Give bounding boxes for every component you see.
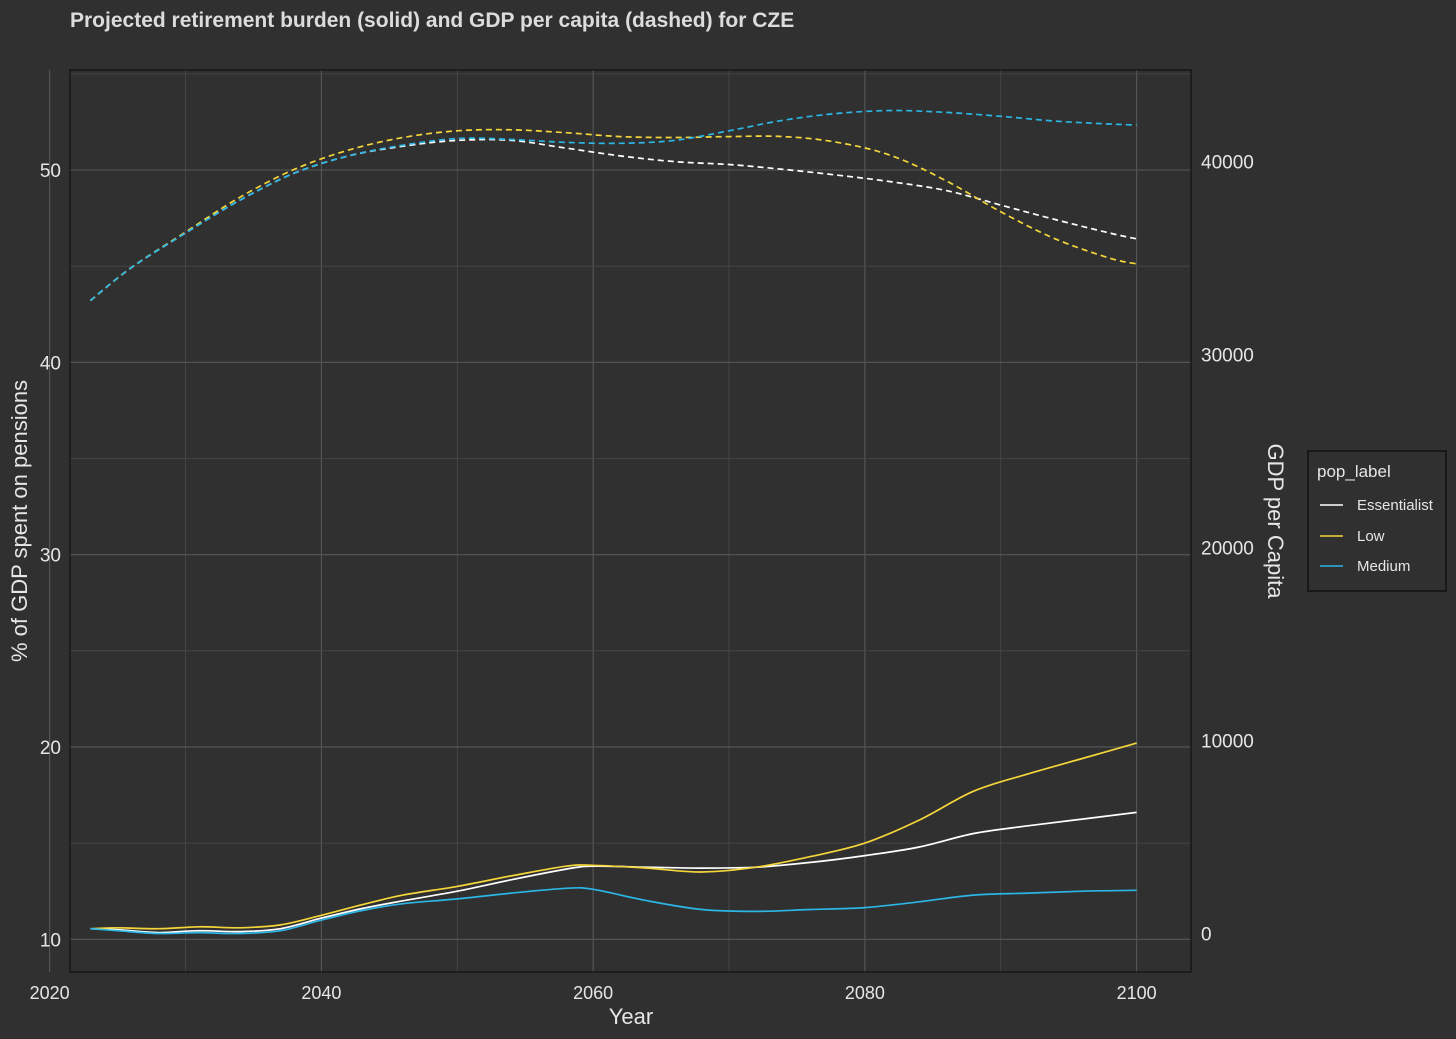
y2-tick-label: 30000 bbox=[1201, 346, 1254, 367]
y-tick-label: 20 bbox=[40, 738, 61, 759]
legend-label-medium: Medium bbox=[1357, 558, 1410, 575]
y-tick-label: 10 bbox=[40, 930, 61, 951]
y-tick-label: 50 bbox=[40, 161, 61, 182]
legend: pop_label Essentialist Low Medium bbox=[1307, 450, 1447, 592]
grid-layer bbox=[49, 70, 1191, 972]
x-axis-label: Year bbox=[609, 1004, 653, 1029]
legend-title: pop_label bbox=[1317, 462, 1391, 481]
ticks-layer: 2020 2040 2060 2080 2100 10 20 30 40 50 0 10000 2000… bbox=[30, 153, 1254, 1003]
x-tick-label: 2080 bbox=[845, 983, 885, 1003]
y-tick-label: 30 bbox=[40, 546, 61, 567]
legend-label-essentialist: Essentialist bbox=[1357, 497, 1434, 514]
series-line-essentialist-solid bbox=[90, 811, 1137, 934]
chart-title: Projected retirement burden (solid) and … bbox=[70, 9, 794, 32]
y-axis-label: % of GDP spent on pensions bbox=[7, 380, 32, 662]
x-tick-label: 2100 bbox=[1117, 983, 1157, 1003]
x-tick-label: 2020 bbox=[30, 983, 70, 1003]
x-tick-label: 2060 bbox=[573, 983, 613, 1003]
series-layer bbox=[89, 109, 1137, 935]
y2-axis-label: GDP per Capita bbox=[1263, 444, 1288, 600]
y-tick-label: 40 bbox=[40, 353, 61, 374]
y2-tick-label: 40000 bbox=[1201, 153, 1254, 174]
y2-tick-label: 10000 bbox=[1201, 731, 1254, 752]
x-tick-label: 2040 bbox=[301, 983, 341, 1003]
series-line-low-solid bbox=[90, 742, 1137, 930]
legend-label-low: Low bbox=[1357, 528, 1385, 545]
legend-box bbox=[1307, 450, 1447, 592]
series-line-medium-dashed bbox=[89, 109, 1137, 302]
y2-tick-label: 20000 bbox=[1201, 539, 1254, 560]
series-line-low-dashed bbox=[89, 128, 1137, 302]
series-line-medium-solid bbox=[90, 886, 1137, 935]
y2-tick-label: 0 bbox=[1201, 924, 1212, 945]
plot-border bbox=[69, 69, 1192, 973]
